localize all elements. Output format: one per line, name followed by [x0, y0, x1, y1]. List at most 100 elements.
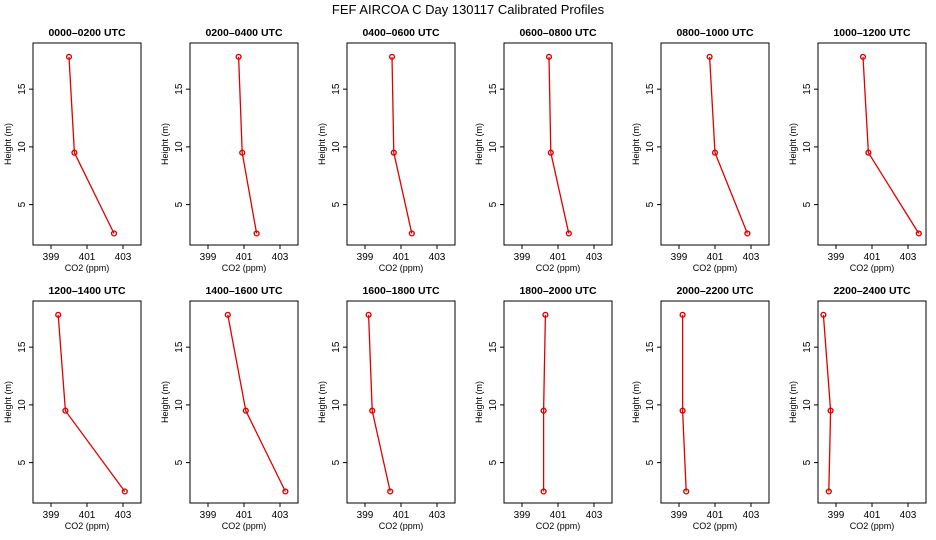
- y-tick-label: 10: [331, 141, 342, 153]
- y-axis-label: Height (m): [317, 123, 327, 165]
- panel-title: 2200–2400 UTC: [833, 285, 910, 297]
- x-tick-label: 399: [671, 510, 688, 521]
- y-tick-label: 5: [645, 201, 656, 207]
- data-point: [121, 488, 128, 495]
- data-point: [365, 311, 372, 318]
- plot-frame: [817, 42, 927, 246]
- data-point: [820, 311, 827, 318]
- profile-line: [391, 56, 413, 234]
- y-tick-label: 15: [645, 83, 656, 95]
- x-tick-label: 399: [828, 252, 845, 263]
- panel-title: 1000–1200 UTC: [833, 27, 910, 39]
- x-tick-label: 401: [79, 252, 96, 263]
- x-tick-label: 401: [707, 510, 724, 521]
- plot-frame: [189, 42, 299, 246]
- x-tick-label: 403: [115, 252, 132, 263]
- data-point: [110, 230, 118, 237]
- data-point: [388, 53, 396, 60]
- x-tick-label: 403: [429, 510, 446, 521]
- y-tick-label: 15: [645, 341, 656, 353]
- panel-3: 0400–0600 UTC 399 401 403 5 10 15 CO2 (ppm) Heig…: [317, 27, 456, 273]
- plot-frame: [346, 300, 456, 504]
- data-point: [253, 230, 260, 237]
- x-tick-label: 403: [900, 510, 917, 521]
- data-point: [408, 230, 415, 237]
- y-tick-label: 5: [802, 201, 813, 207]
- x-axis-label: CO2 (ppm): [65, 263, 110, 273]
- panel-grid: 0000–0200 UTC 399 401 403 5 10 15 CO2 (ppm) Heig…: [3, 27, 927, 531]
- data-point: [540, 488, 547, 495]
- y-tick-label: 10: [645, 141, 656, 153]
- y-tick-label: 10: [174, 141, 185, 153]
- y-tick-label: 10: [802, 399, 813, 411]
- data-point: [915, 230, 922, 237]
- data-point: [235, 53, 242, 60]
- y-tick-label: 5: [174, 459, 185, 465]
- data-point: [683, 488, 690, 495]
- y-tick-label: 10: [488, 141, 499, 153]
- y-tick-label: 5: [802, 459, 813, 465]
- y-axis-label: Height (m): [474, 123, 484, 165]
- plot-frame: [817, 300, 927, 504]
- panel-11: 2000–2200 UTC 399 401 403 5 10 15 CO2 (ppm) Heig…: [631, 285, 770, 531]
- x-axis-label: CO2 (ppm): [379, 521, 424, 531]
- x-axis-label: CO2 (ppm): [65, 521, 110, 531]
- x-tick-label: 399: [43, 510, 60, 521]
- data-point: [744, 230, 751, 237]
- panel-title: 1200–1400 UTC: [48, 285, 125, 297]
- x-tick-label: 399: [671, 252, 688, 263]
- x-tick-label: 401: [393, 510, 410, 521]
- profile-line: [68, 56, 115, 234]
- plot-frame: [32, 42, 142, 246]
- panel-title: 1400–1600 UTC: [205, 285, 282, 297]
- panel-7: 1200–1400 UTC 399 401 403 5 10 15 CO2 (ppm) Heig…: [3, 285, 142, 531]
- data-point: [71, 149, 78, 156]
- plot-frame: [346, 42, 456, 246]
- panel-title: 2000–2200 UTC: [676, 285, 753, 297]
- y-tick-label: 10: [331, 399, 342, 411]
- profile-line: [548, 56, 570, 234]
- y-tick-label: 15: [331, 83, 342, 95]
- x-tick-label: 399: [43, 252, 60, 263]
- plot-frame: [503, 42, 613, 246]
- y-tick-label: 5: [488, 201, 499, 207]
- x-tick-label: 399: [357, 252, 374, 263]
- data-point: [827, 407, 834, 414]
- y-tick-label: 15: [17, 341, 28, 353]
- x-tick-label: 401: [864, 252, 881, 263]
- y-axis-label: Height (m): [788, 123, 798, 165]
- data-point: [62, 407, 69, 414]
- data-point: [242, 407, 249, 414]
- y-axis-label: Height (m): [317, 381, 327, 423]
- x-axis-label: CO2 (ppm): [850, 521, 895, 531]
- x-tick-label: 401: [79, 510, 96, 521]
- profile-line: [57, 314, 126, 492]
- y-tick-label: 10: [17, 399, 28, 411]
- y-tick-label: 15: [802, 341, 813, 353]
- panel-5: 0800–1000 UTC 399 401 403 5 10 15 CO2 (ppm) Heig…: [631, 27, 770, 273]
- y-tick-label: 5: [174, 201, 185, 207]
- data-point: [679, 407, 686, 414]
- x-tick-label: 403: [900, 252, 917, 263]
- panel-6: 1000–1200 UTC 399 401 403 5 10 15 CO2 (ppm) Heig…: [788, 27, 927, 273]
- y-axis-label: Height (m): [788, 381, 798, 423]
- plot-frame: [660, 300, 770, 504]
- profile-line: [542, 314, 547, 492]
- y-tick-label: 5: [488, 459, 499, 465]
- x-axis-label: CO2 (ppm): [536, 263, 581, 273]
- panel-title: 1800–2000 UTC: [519, 285, 596, 297]
- data-point: [679, 311, 686, 318]
- y-tick-label: 15: [331, 341, 342, 353]
- data-point: [865, 149, 872, 156]
- panel-title: 0600–0800 UTC: [519, 27, 596, 39]
- profile-line: [237, 56, 258, 234]
- data-point: [65, 53, 73, 60]
- data-point: [859, 53, 867, 60]
- x-tick-label: 403: [272, 252, 289, 263]
- y-tick-label: 15: [488, 341, 499, 353]
- profile-line: [367, 314, 391, 492]
- x-tick-label: 399: [200, 510, 217, 521]
- x-tick-label: 403: [586, 510, 603, 521]
- plot-frame: [32, 300, 142, 504]
- profile-line: [227, 314, 286, 492]
